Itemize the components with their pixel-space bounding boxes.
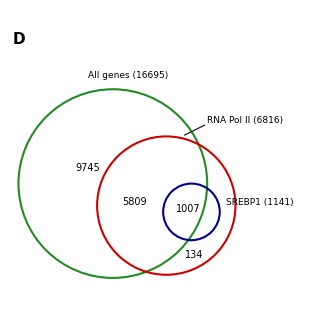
Text: All genes (16695): All genes (16695) (88, 71, 169, 80)
Text: D: D (12, 32, 25, 46)
Text: SREBP1 (1141): SREBP1 (1141) (226, 198, 294, 207)
Text: RNA Pol II (6816): RNA Pol II (6816) (207, 116, 283, 125)
Text: 5809: 5809 (123, 197, 147, 207)
Text: 9745: 9745 (75, 163, 100, 173)
Text: 134: 134 (185, 250, 204, 260)
Text: 1007: 1007 (176, 204, 201, 214)
